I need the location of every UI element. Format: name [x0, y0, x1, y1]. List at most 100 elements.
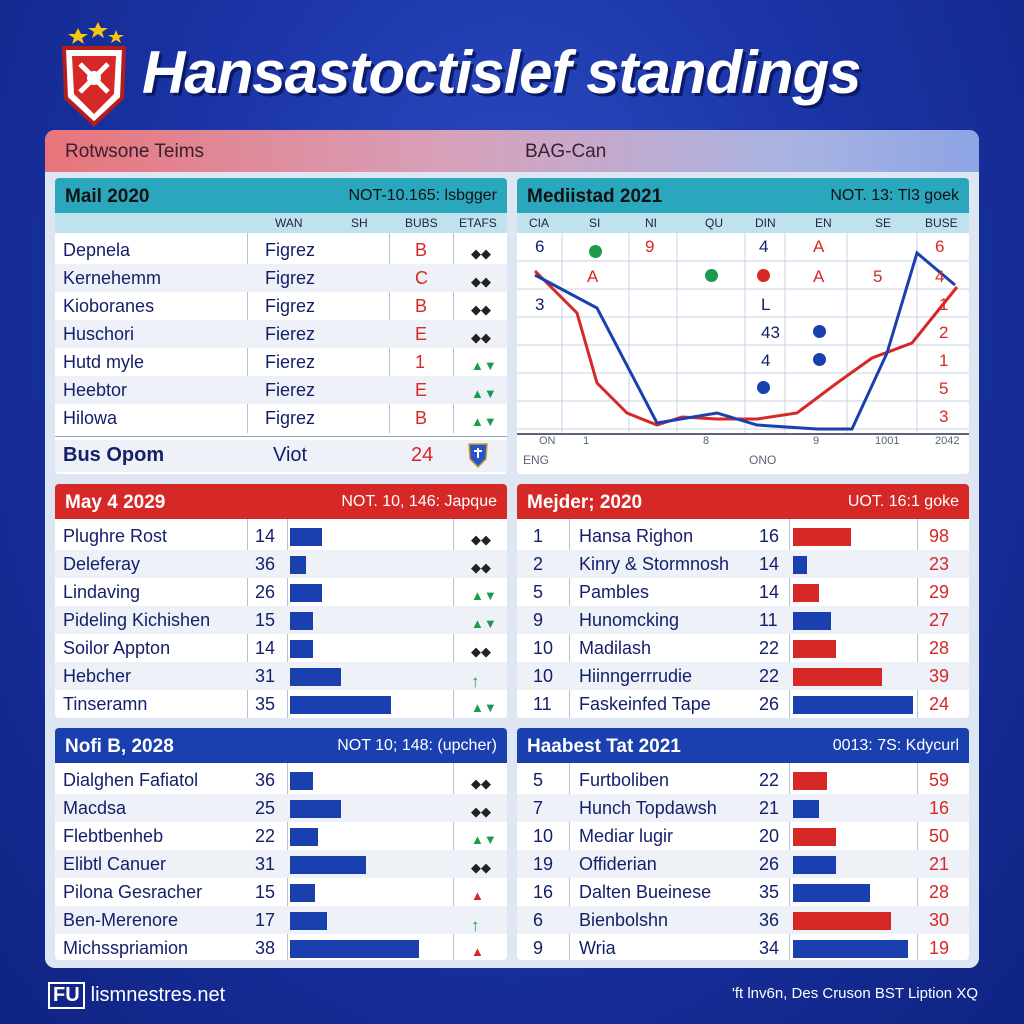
table-row[interactable]: Dialghen Fafiatol 36 ◆◆ [55, 766, 507, 794]
chart-cell-label: A [587, 267, 599, 286]
up-arrow-icon: ↑ [471, 916, 480, 935]
table-row[interactable]: Hebcher 31 ↑ [55, 662, 507, 691]
table-row[interactable]: Flebtbenheb 22 ▲▼ [55, 822, 507, 850]
team-name: Deleferay [63, 554, 141, 574]
points-cell: 31 [255, 854, 276, 874]
team-name: Hansa Righon [579, 526, 694, 546]
rank-cell: 9 [533, 610, 544, 630]
table-row[interactable]: Huschori Fierez E ◆◆ [55, 320, 507, 348]
footer-credit: 'ft lnv6n, Des Cruson BST Liption XQ [731, 985, 978, 1002]
table-row[interactable]: Depnela Figrez B ◆◆ [55, 236, 507, 264]
grade-cell: B [415, 240, 428, 260]
score-cell: 28 [929, 882, 950, 902]
score-cell: 27 [929, 610, 950, 630]
panel-title: Mediistad 2021 [527, 186, 663, 207]
axis-tick-label: ON [539, 435, 556, 447]
table-row[interactable]: 6 Bienbolshn 36 30 [517, 906, 969, 934]
team-name: Huschori [63, 324, 135, 344]
points-cell: 14 [255, 526, 276, 546]
grade-cell: B [415, 296, 428, 316]
table-row[interactable]: 9 Hunomcking 11 27 [517, 606, 969, 634]
table-row[interactable]: 1 Hansa Righon 16 98 [517, 522, 969, 550]
grade-cell: 1 [415, 352, 426, 372]
axis-tick-label: 1001 [875, 435, 900, 447]
rank-cell: 19 [533, 854, 554, 874]
standing-bar [290, 800, 341, 818]
table-row[interactable]: Kioboranes Figrez B ◆◆ [55, 292, 507, 320]
table-row[interactable]: 16 Dalten Bueinese 35 28 [517, 878, 969, 906]
rank-cell: 5 [533, 582, 544, 602]
team-name: Mediar lugir [579, 826, 674, 846]
footer-number: 24 [411, 444, 434, 466]
points-cell: 35 [759, 882, 780, 902]
score-cell: 59 [929, 770, 950, 790]
standing-bar [793, 856, 837, 874]
points-cell: 22 [255, 826, 276, 846]
panel-subtitle: NOT. 10, 146: Japque [341, 493, 497, 510]
table-row[interactable]: Ben-Merenore 17 ↑ [55, 906, 507, 935]
panel-header: Haabest Tat 2021 0013: 7S: Kdycurl [517, 728, 969, 763]
standing-bar [793, 668, 882, 686]
column-label: WAN [275, 216, 303, 230]
table-row[interactable]: Pilona Gesracher 15 ▲ [55, 878, 507, 906]
table-row[interactable]: Pideling Kichishen 15 ▲▼ [55, 606, 507, 634]
panel-header: Mejder; 2020 UOT. 16:1 goke [517, 484, 969, 519]
red-series-line [533, 269, 959, 427]
table-row[interactable]: Tinseramn 35 ▲▼ [55, 690, 507, 718]
panel-subtitle: UOT. 16:1 goke [847, 493, 959, 510]
points-cell: 31 [255, 666, 276, 686]
points-cell: 26 [759, 854, 780, 874]
points-cell: 36 [255, 770, 276, 790]
table-row[interactable]: Kernehemm Figrez C ◆◆ [55, 264, 507, 292]
table-row[interactable]: 19 Offiderian 26 21 [517, 850, 969, 878]
table-row[interactable]: Michsspriamion 38 ▲ [55, 934, 507, 960]
table-row[interactable]: 2 Kinry & Stormnosh 14 23 [517, 550, 969, 578]
table-row[interactable]: 11 Faskeinfed Tape 26 24 [517, 690, 969, 718]
table-row[interactable]: Soilor Appton 14 ◆◆ [55, 634, 507, 662]
table-row[interactable]: Lindaving 26 ▲▼ [55, 578, 507, 606]
score-cell: 98 [929, 526, 950, 546]
column-label: DIN [755, 216, 776, 230]
chart-cell-label: 4 [761, 351, 771, 370]
column-label: SE [875, 216, 892, 230]
score-cell: 19 [929, 938, 950, 958]
table-row[interactable]: Deleferay 36 ◆◆ [55, 550, 507, 578]
table-row[interactable]: Elibtl Canuer 31 ◆◆ [55, 850, 507, 878]
chart-cell-label: 9 [645, 237, 655, 256]
chart-cell-label: 2 [939, 323, 949, 342]
panel-mejder-2020: Mejder; 2020 UOT. 16:1 goke 1 Hansa Righo… [517, 484, 969, 718]
score-cell: 30 [929, 910, 950, 930]
status-dark-icon: ◆◆ [471, 644, 491, 659]
table-row[interactable]: Hutd myle Fierez 1 ▲▼ [55, 348, 507, 376]
chart-cell-label: L [761, 295, 771, 314]
table-row[interactable]: Hilowa Figrez B ▲▼ [55, 404, 507, 432]
team-name: Kioboranes [63, 296, 155, 316]
page-title: Hansastoctislef standings [142, 39, 862, 106]
table-row[interactable]: 10 Hiinngerrrudie 22 39 [517, 662, 969, 690]
table-row[interactable]: 10 Madilash 22 28 [517, 634, 969, 662]
cell-value: Figrez [265, 268, 316, 288]
table-footer-row: Bus Opom Viot 24 [55, 440, 507, 472]
table-row[interactable]: 5 Furtboliben 22 59 [517, 766, 969, 794]
points-cell: 15 [255, 882, 276, 902]
footer-brand[interactable]: FU lismnestres.net [48, 982, 225, 1009]
standing-bar [793, 556, 808, 574]
table-row[interactable]: 10 Mediar lugir 20 50 [517, 822, 969, 850]
points-cell: 36 [759, 910, 780, 930]
table-row[interactable]: 7 Hunch Topdawsh 21 16 [517, 794, 969, 822]
table-row[interactable]: Macdsa 25 ◆◆ [55, 794, 507, 822]
footer-label: Bus Opom [63, 444, 165, 466]
table-row[interactable]: Heebtor Fierez E ▲▼ [55, 376, 507, 404]
standing-bar [793, 612, 832, 630]
table-row[interactable]: 5 Pambles 14 29 [517, 578, 969, 606]
points-cell: 22 [759, 666, 780, 686]
table-row[interactable]: 9 Wria 34 19 [517, 934, 969, 960]
team-name: Pambles [579, 582, 650, 602]
team-name: Faskeinfed Tape [579, 694, 711, 714]
panel-title: Nofi B, 2028 [65, 736, 174, 757]
team-name: Dalten Bueinese [579, 882, 712, 902]
status-dark-icon: ◆◆ [471, 804, 491, 819]
status-dot-icon [705, 269, 718, 282]
table-row[interactable]: Plughre Rost 14 ◆◆ [55, 522, 507, 550]
team-name: Hunch Topdawsh [579, 798, 717, 818]
